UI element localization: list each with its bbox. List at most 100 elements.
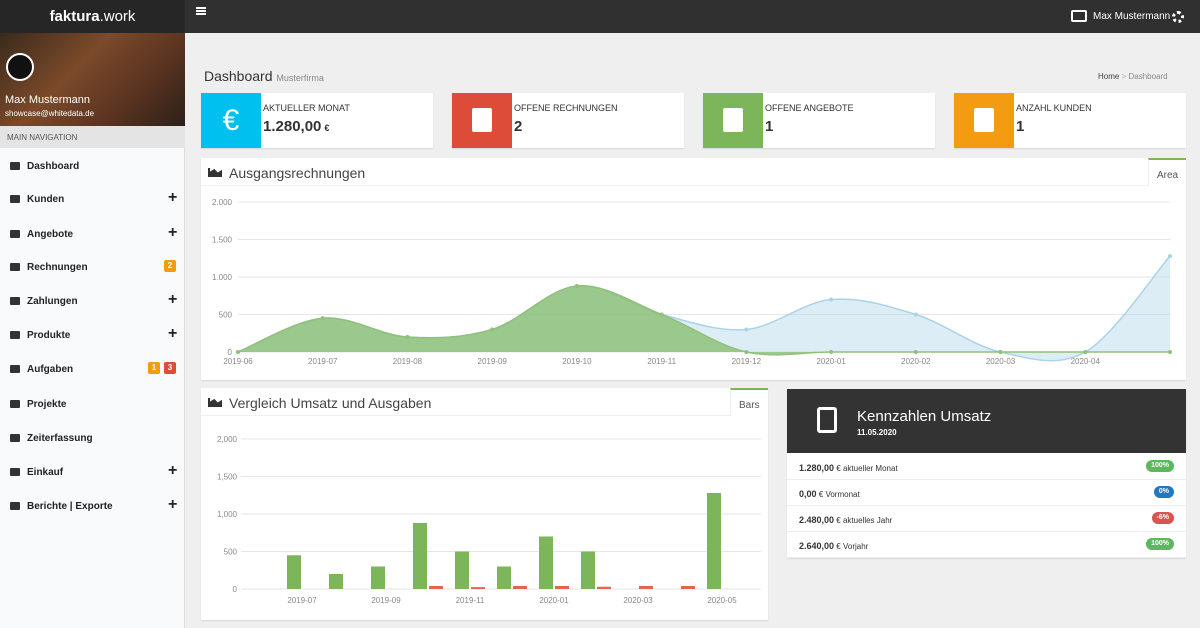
info-box: OFFENE RECHNUNGEN 2 xyxy=(452,93,684,148)
kpi-unit: € xyxy=(818,490,824,499)
info-value: 2 xyxy=(514,118,522,135)
bar xyxy=(639,586,653,589)
y-tick-label: 0 xyxy=(233,585,238,594)
bar xyxy=(455,551,469,589)
kpi-row: 1.280,00 € aktueller Monat 100% xyxy=(787,454,1186,480)
breadcrumb-home[interactable]: Home xyxy=(1098,72,1120,81)
y-tick-label: 500 xyxy=(219,311,233,320)
chart-tab[interactable]: Bars xyxy=(730,388,768,416)
nav-icon xyxy=(10,297,20,305)
panel-header: Ausgangsrechnungen Area xyxy=(201,158,1187,186)
nav-item[interactable]: Berichte | Exporte + xyxy=(0,492,185,522)
nav-label: Berichte | Exporte xyxy=(27,501,113,512)
nav-icon xyxy=(10,400,20,408)
bar xyxy=(371,566,385,589)
y-tick-label: 500 xyxy=(224,548,238,557)
kpi-unit: € xyxy=(836,542,841,551)
area-point xyxy=(744,327,749,332)
bar xyxy=(287,555,301,589)
bar xyxy=(555,586,569,589)
nav-item[interactable]: Kunden + xyxy=(0,185,185,215)
settings-icon[interactable] xyxy=(1172,11,1184,23)
nav-item[interactable]: Einkauf + xyxy=(0,458,185,488)
kpi-badge: 0% xyxy=(1153,486,1174,498)
nav-expand: + xyxy=(168,325,178,342)
info-label: AKTUELLER MONAT xyxy=(263,103,350,113)
chart-title: Vergleich Umsatz und Ausgaben xyxy=(229,395,432,411)
breadcrumb: Home > Dashboard xyxy=(1098,72,1168,81)
x-tick-label: 2019-07 xyxy=(308,357,338,366)
area-point xyxy=(829,297,834,302)
info-number: 1 xyxy=(1016,118,1025,135)
user-menu[interactable]: Max Mustermann xyxy=(1093,11,1171,22)
kpi-amount: 2.480,00 xyxy=(799,515,835,525)
kpi-date: 11.05.2020 xyxy=(857,428,897,437)
chart-icon xyxy=(208,398,222,407)
area-point xyxy=(574,284,579,288)
nav-item[interactable]: Dashboard xyxy=(0,152,185,182)
nav-item[interactable]: Rechnungen 2 xyxy=(0,253,185,283)
nav-label: Zahlungen xyxy=(27,296,78,307)
kpi-text: 2.640,00 € Vorjahr xyxy=(799,541,868,551)
nav-icon xyxy=(10,331,20,339)
info-label: ANZAHL KUNDEN xyxy=(1016,103,1092,113)
bar-panel: Vergleich Umsatz und Ausgaben Bars 0 500 1,0… xyxy=(201,388,768,620)
area-panel: Ausgangsrechnungen Area 0 500 1.000 1.500 2.00… xyxy=(201,158,1187,380)
y-tick-label: 1,500 xyxy=(217,473,238,482)
nav-label: Projekte xyxy=(27,399,67,410)
y-tick-label: 1,000 xyxy=(217,510,238,519)
info-unit: € xyxy=(324,123,330,133)
nav-expand: + xyxy=(168,496,178,513)
y-tick-label: 1.500 xyxy=(212,236,233,245)
nav-badge: 3 xyxy=(164,362,176,374)
area-point xyxy=(405,335,410,339)
area-point xyxy=(913,350,918,354)
y-tick-label: 2,000 xyxy=(217,435,238,444)
kpi-text: 0,00 € Vormonat xyxy=(799,489,860,499)
nav-item[interactable]: Aufgaben 1 3 xyxy=(0,355,185,385)
area-point xyxy=(913,312,918,317)
nav-item[interactable]: Zeiterfassung xyxy=(0,424,185,454)
x-tick-label: 2020-03 xyxy=(986,357,1016,366)
info-value: 1 xyxy=(765,118,773,135)
nav-item[interactable]: Projekte xyxy=(0,390,185,420)
info-box: ANZAHL KUNDEN 1 xyxy=(954,93,1186,148)
sidebar: Max Mustermann showcase@whitedata.de MAI… xyxy=(0,33,185,628)
kpi-text: 1.280,00 € aktueller Monat xyxy=(799,463,898,473)
nav-item[interactable]: Zahlungen + xyxy=(0,287,185,317)
bar xyxy=(513,586,527,589)
nav-item[interactable]: Produkte + xyxy=(0,321,185,351)
area-point xyxy=(998,350,1003,354)
icon-glyph xyxy=(472,108,492,132)
breadcrumb-current: Dashboard xyxy=(1128,72,1168,81)
logo[interactable]: faktura.work xyxy=(0,0,185,33)
menu-toggle[interactable] xyxy=(196,7,206,15)
x-tick-label: 2019-11 xyxy=(456,596,485,605)
info-icon: € xyxy=(201,93,261,148)
nav-icon xyxy=(10,263,20,271)
bar xyxy=(497,566,511,589)
icon-glyph xyxy=(974,108,994,132)
avatar xyxy=(6,53,34,81)
nav-item[interactable]: Angebote + xyxy=(0,220,185,250)
kpi-unit: € xyxy=(836,516,841,525)
info-value: 1.280,00 € xyxy=(263,118,329,135)
kpi-title: Kennzahlen Umsatz xyxy=(857,408,992,425)
nav-icon xyxy=(10,468,20,476)
kpi-badge: -6% xyxy=(1151,512,1174,524)
area-point xyxy=(490,327,495,332)
info-icon xyxy=(954,93,1014,148)
kpi-badge: 100% xyxy=(1146,460,1174,472)
chart-tab[interactable]: Area xyxy=(1148,158,1187,186)
nav-label: Angebote xyxy=(27,229,74,240)
kpi-row: 2.640,00 € Vorjahr 100% xyxy=(787,532,1186,558)
chart-title: Ausgangsrechnungen xyxy=(229,165,366,181)
nav-icon xyxy=(10,502,20,510)
bar xyxy=(539,536,553,589)
kpi-row: 0,00 € Vormonat 0% xyxy=(787,480,1186,506)
area-point xyxy=(1083,350,1088,354)
nav-icon xyxy=(10,230,20,238)
nav-label: Aufgaben xyxy=(27,364,74,375)
bar xyxy=(581,551,595,589)
